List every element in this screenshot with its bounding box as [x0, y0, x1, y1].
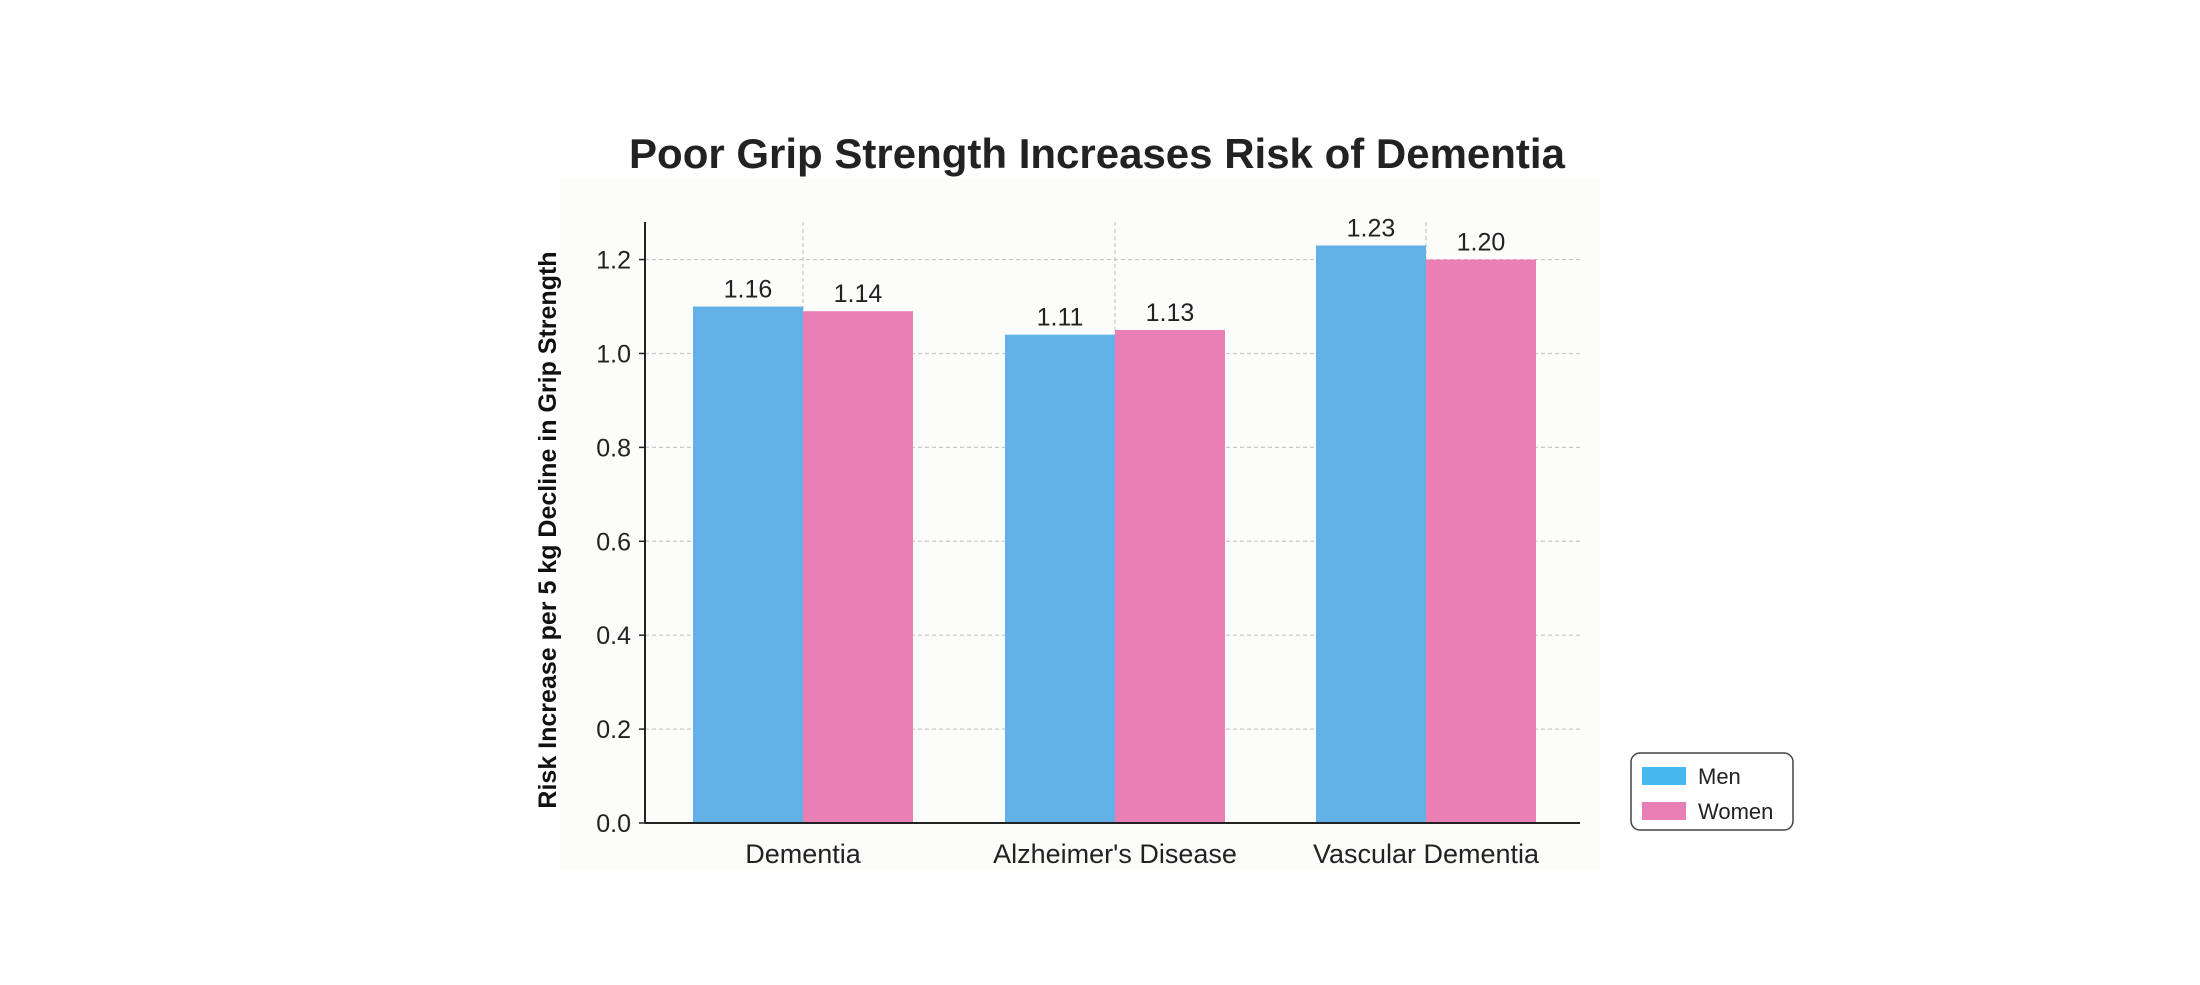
x-category-labels: Dementia Alzheimer's Disease Vascular Deme…	[745, 839, 1540, 869]
y-axis-label: Risk Increase per 5 kg Decline in Grip S…	[534, 251, 562, 808]
y-tick-label: 1.2	[596, 247, 631, 275]
chart-title: Poor Grip Strength Increases Risk of Dem…	[629, 130, 1566, 177]
legend: Men Women	[1630, 752, 1794, 831]
y-tick-label: 1.0	[596, 340, 631, 368]
legend-label-men: Men	[1698, 764, 1741, 789]
bar-men-2	[1005, 334, 1115, 823]
value-label-men-1: 1.16	[724, 276, 773, 304]
y-tick-label: 0.0	[596, 810, 631, 838]
value-label-women-1: 1.14	[834, 280, 883, 308]
legend-label-women: Women	[1698, 799, 1773, 824]
legend-swatch-men	[1642, 767, 1686, 785]
x-category-label: Vascular Dementia	[1313, 839, 1540, 869]
y-tick-label: 0.4	[596, 622, 631, 650]
axes-layer	[639, 222, 1580, 824]
bar-women-2	[1115, 329, 1225, 823]
bar-men-1	[693, 306, 803, 823]
value-label-men-3: 1.23	[1347, 214, 1396, 242]
y-tick-label: 0.8	[596, 434, 631, 462]
value-label-women-2: 1.13	[1146, 299, 1195, 327]
value-labels-layer: 1.16 1.14 1.11 1.13 1.23 1.20	[724, 214, 1506, 331]
legend-items: Men Women	[1642, 764, 1773, 824]
bar-men-3	[1316, 245, 1426, 823]
value-label-men-2: 1.11	[1037, 304, 1084, 332]
x-category-label: Alzheimer's Disease	[993, 839, 1237, 869]
bars-layer	[693, 245, 1536, 823]
y-tick-label: 0.2	[596, 716, 631, 744]
bar-women-3	[1426, 259, 1536, 823]
y-tick-labels: 0.0 0.2 0.4 0.6 0.8 1.0 1.2	[596, 247, 631, 838]
legend-swatch-women	[1642, 802, 1686, 820]
y-tick-label: 0.6	[596, 528, 631, 556]
bar-women-1	[803, 311, 913, 823]
value-label-women-3: 1.20	[1457, 229, 1506, 257]
x-category-label: Dementia	[745, 839, 862, 869]
